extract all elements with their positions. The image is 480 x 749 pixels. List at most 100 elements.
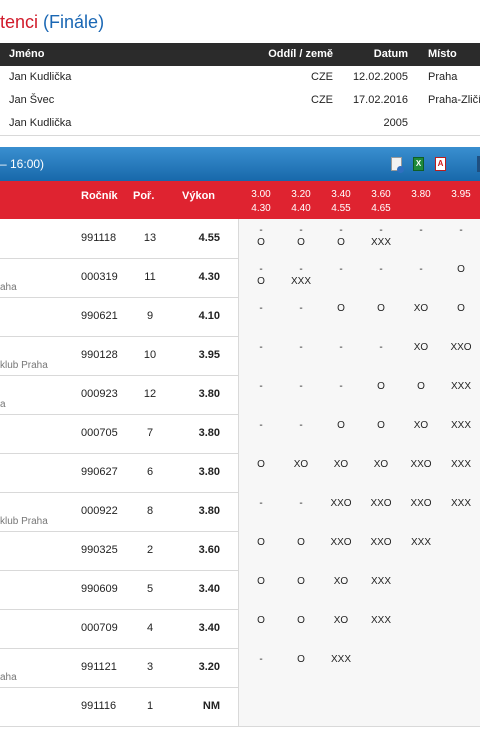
- performance: 3.40: [198, 622, 220, 634]
- attempt-result: -: [379, 264, 383, 275]
- attempts-cell: [238, 219, 480, 258]
- attempts-cell: [238, 453, 480, 492]
- attempt-result: O: [337, 303, 345, 314]
- order-number: 4: [146, 622, 154, 634]
- height-header: 3.00 4.30: [246, 188, 276, 216]
- attempts-cell: [238, 297, 480, 336]
- performance: 3.60: [198, 544, 220, 556]
- attempt-result: O: [337, 237, 345, 248]
- height-value: 3.60: [371, 189, 391, 200]
- record-date: 12.02.2005: [352, 71, 408, 83]
- attempt-result: -: [299, 420, 303, 431]
- order-number: 11: [144, 271, 156, 283]
- attempts-cell: [238, 570, 480, 609]
- records-header: Jméno Oddíl / země Datum Místo: [0, 43, 480, 66]
- performance: 3.95: [198, 349, 220, 361]
- performance: NM: [202, 700, 220, 712]
- attempt-result: O: [457, 264, 465, 275]
- result-row: klub Praha 000922 8 3.80 - - XXO XXO XXO XXX: [0, 492, 480, 532]
- attempts-cell: [238, 531, 480, 570]
- attempt-result: XXX: [410, 537, 431, 548]
- attempt-result: O: [337, 420, 345, 431]
- performance: 3.80: [198, 388, 220, 400]
- col-performance-header: Výkon: [182, 190, 216, 202]
- attempt-result: -: [339, 342, 343, 353]
- performance: 4.30: [198, 271, 220, 283]
- height-header: 3.20 4.40: [286, 188, 316, 216]
- attempts-cell: [238, 414, 480, 453]
- birth-date: 991118: [81, 232, 117, 244]
- title-subtitle: (Finále): [43, 12, 105, 32]
- order-number: 10: [143, 349, 157, 361]
- performance: 3.80: [198, 427, 220, 439]
- order-number: 12: [143, 388, 157, 400]
- excel-icon[interactable]: X: [413, 157, 424, 171]
- session-time: – 16:00): [0, 157, 45, 171]
- birth-date: 000923: [81, 388, 118, 400]
- performance: 4.10: [198, 310, 220, 322]
- attempts-cell: [238, 258, 480, 297]
- height-value: 3.40: [331, 189, 351, 200]
- height-header: 3.60 4.65: [366, 188, 396, 216]
- height-value: 4.55: [331, 203, 351, 214]
- attempt-result: -: [299, 498, 303, 509]
- attempt-result: O: [457, 303, 465, 314]
- birth-date: 990128: [81, 349, 118, 361]
- col-order-header: Poř.: [133, 190, 155, 202]
- order-number: 1: [146, 700, 154, 712]
- attempt-result: O: [297, 576, 305, 587]
- athlete-club: aha: [0, 282, 17, 293]
- order-number: 3: [146, 661, 154, 673]
- attempt-result: O: [417, 381, 425, 392]
- attempt-result: -: [419, 225, 423, 236]
- attempt-result: XXX: [450, 420, 471, 431]
- height-value: 4.65: [371, 203, 391, 214]
- birth-date: 000922: [81, 505, 118, 517]
- height-value: 3.80: [411, 189, 431, 200]
- attempt-result: -: [339, 264, 343, 275]
- result-row: 000709 4 3.40 O O XO XXX: [0, 609, 480, 649]
- attempts-cell: [238, 492, 480, 531]
- attempt-result: -: [379, 342, 383, 353]
- birth-date: 990621: [81, 310, 118, 322]
- attempt-result: O: [377, 420, 385, 431]
- pdf-icon[interactable]: A: [435, 157, 446, 171]
- attempt-result: XO: [373, 459, 389, 470]
- col-born-header: Ročník: [81, 190, 118, 202]
- result-row: 990325 2 3.60 O O XXO XXO XXX: [0, 531, 480, 571]
- birth-date: 000705: [81, 427, 118, 439]
- athlete-club: a: [0, 399, 6, 410]
- order-number: 8: [146, 505, 154, 517]
- record-club: CZE: [311, 94, 333, 106]
- session-bar: – 16:00) X A: [0, 147, 480, 181]
- record-row: Jan Kudlička 2005: [0, 112, 480, 136]
- attempt-result: O: [297, 537, 305, 548]
- record-name: Jan Kudlička: [9, 71, 72, 83]
- performance: 3.20: [198, 661, 220, 673]
- attempt-result: -: [259, 225, 263, 236]
- record-place: Praha-Zličí: [428, 94, 480, 106]
- record-name: Jan Švec: [9, 94, 55, 106]
- athlete-club: klub Praha: [0, 516, 48, 527]
- col-place-header: Místo: [428, 48, 457, 60]
- result-row: 991116 1 NM: [0, 687, 480, 727]
- col-club-header: Oddíl / země: [268, 48, 333, 60]
- order-number: 6: [146, 466, 154, 478]
- attempt-result: O: [297, 237, 305, 248]
- results-header: Ročník Poř. Výkon 3.00 4.30 3.20 4.40 3.40 4.…: [0, 181, 480, 219]
- document-info-icon[interactable]: [391, 157, 404, 173]
- attempt-result: XXX: [450, 498, 471, 509]
- height-value: 3.20: [291, 189, 311, 200]
- attempt-result: XXX: [370, 615, 391, 626]
- height-value: 4.30: [251, 203, 271, 214]
- attempt-result: -: [259, 342, 263, 353]
- attempt-result: -: [339, 381, 343, 392]
- performance: 4.55: [198, 232, 220, 244]
- birth-date: 991116: [81, 700, 117, 712]
- order-number: 13: [143, 232, 157, 244]
- attempt-result: O: [257, 537, 265, 548]
- result-row: aha 000319 11 4.30- O - XXX - - - O: [0, 258, 480, 298]
- athlete-club: klub Praha: [0, 360, 48, 371]
- order-number: 5: [146, 583, 154, 595]
- result-row: aha 991121 3 3.20 - O XXX: [0, 648, 480, 688]
